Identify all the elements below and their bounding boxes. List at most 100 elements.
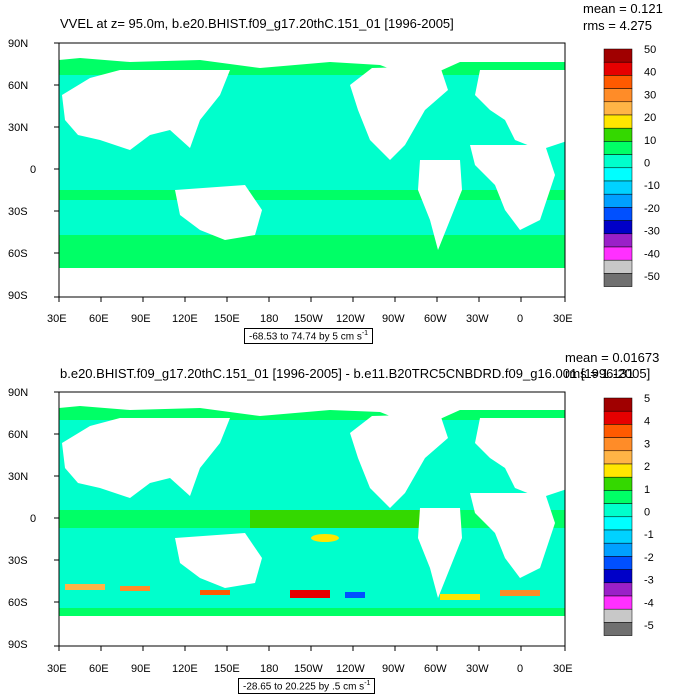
bottom-lat-label: 30S [8,555,28,567]
top-lon-label: 120W [336,313,365,325]
colorbar-label: -5 [644,620,654,632]
colorbar-swatch [603,101,633,116]
bottom-lat-label: 60N [8,429,28,441]
bottom-rms-text: rms = 1.131 [565,366,634,381]
bottom-lat-axis: 90N 60N 30N 0 30S 60S 90S [8,387,36,651]
bottom-lon-label: 150W [294,663,323,675]
colorbar-swatch [603,88,633,103]
bottom-ticks [54,391,566,651]
colorbar-swatch [603,259,633,274]
bottom-lon-label: 90E [131,663,151,675]
top-range-label: -68.53 to 74.74 by 5 cm s-1 [244,328,374,345]
bottom-lon-label: 30E [553,663,573,675]
bottom-range-text: -28.65 to 20.225 by .5 cm s [243,681,365,693]
colorbar-swatch [603,503,633,518]
top-lon-label: 30E [47,313,67,325]
colorbar-swatch [603,273,633,287]
bottom-lat-label: 30N [8,471,28,483]
bottom-lon-label: 120W [336,663,365,675]
colorbar-swatch [603,167,633,182]
colorbar-label: -1 [644,529,654,541]
colorbar-swatch [603,595,633,610]
colorbar-swatch [603,220,633,235]
top-lon-axis: 30E 60E 90E 120E 150E 180 150W 120W 90W … [47,313,573,325]
top-lon-label: 30W [466,313,489,325]
colorbar-swatch [603,582,633,597]
top-lat-label: 90N [8,38,28,50]
bottom-lon-label: 90W [382,663,405,675]
top-lat-label: 30S [8,206,28,218]
bottom-land [59,392,570,646]
top-lon-label: 30E [553,313,573,325]
top-map-area [58,42,570,298]
colorbar-swatch [603,463,633,478]
colorbar-label: 1 [644,484,650,496]
top-lon-label: 60E [89,313,109,325]
colorbar-label: 20 [644,112,656,124]
bottom-lon-label: 120E [172,663,198,675]
bottom-lon-label: 0 [517,663,523,675]
colorbar-swatch [603,556,633,570]
top-lon-label: 90E [131,313,151,325]
colorbar-swatch [603,450,633,465]
top-lon-label: 180 [260,313,278,325]
colorbar-swatch [603,542,633,557]
colorbar-label: -2 [644,552,654,564]
colorbar-swatch [603,141,633,155]
top-lat-label: 60S [8,248,28,260]
bottom-map-title: b.e20.BHIST.f09_g17.20thC.151_01 [1996-2… [60,366,650,381]
bottom-range-exp: -1 [364,680,371,687]
top-mean-text: mean = 0.121 [583,1,663,16]
colorbar-swatch [603,490,633,504]
top-rms-text: rms = 4.275 [583,18,652,33]
top-lon-label: 60W [424,313,447,325]
bottom-range-label: -28.65 to 20.225 by .5 cm s-1 [238,678,376,695]
bottom-lon-label: 30E [47,663,67,675]
top-range-text: -68.53 to 74.74 by 5 cm s [249,331,362,343]
colorbar-swatch [603,569,633,584]
top-map-panel: VVEL at z= 95.0m, b.e20.BHIST.f09_g17.20… [8,1,663,345]
bottom-lon-label: 60W [424,663,447,675]
bottom-map-area [58,391,570,647]
colorbar-label: -10 [644,180,660,192]
bottom-lon-label: 60E [89,663,109,675]
bottom-map-svg: b.e20.BHIST.f09_g17.20thC.151_01 [1996-2… [8,350,659,675]
top-lat-label: 60N [8,80,28,92]
bottom-lon-axis: 30E 60E 90E 120E 150E 180 150W 120W 90W … [47,663,573,675]
bottom-map-frame [58,391,566,647]
colorbar-swatch [603,193,633,208]
colorbar-swatch [603,75,633,89]
top-map-title: VVEL at z= 95.0m, b.e20.BHIST.f09_g17.20… [60,16,454,31]
bottom-mean-text: mean = 0.01673 [565,350,659,365]
bottom-lat-label: 90S [8,639,28,651]
top-lon-label: 150W [294,313,323,325]
top-lat-label: 0 [30,164,36,176]
colorbar-label: -40 [644,248,660,260]
colorbar-label: 2 [644,461,650,473]
bottom-lat-label: 0 [30,513,36,525]
top-lon-label: 0 [517,313,523,325]
colorbar-swatch [603,622,633,636]
colorbar-swatch [603,207,633,221]
colorbar-swatch [603,61,633,76]
bottom-lon-label: 30W [466,663,489,675]
colorbar-swatch [603,114,633,129]
bottom-map-panel: b.e20.BHIST.f09_g17.20thC.151_01 [1996-2… [0,350,700,700]
top-map-svg: VVEL at z= 95.0m, b.e20.BHIST.f09_g17.20… [8,1,663,325]
colorbar-swatch [603,437,633,452]
bottom-lat-label: 90N [8,387,28,399]
colorbar-label: 0 [644,158,650,170]
top-lon-label: 90W [382,313,405,325]
bottom-lon-label: 150E [214,663,240,675]
colorbar-label: 10 [644,135,656,147]
colorbar-label: 5 [644,393,650,405]
colorbar-swatch [603,424,633,438]
colorbar-swatch [603,154,633,169]
colorbar-swatch [603,608,633,623]
top-ticks [54,42,566,302]
colorbar-swatch [603,529,633,544]
top-lat-label: 30N [8,122,28,134]
bottom-anomaly-band [59,580,565,608]
top-range-exp: -1 [361,330,369,337]
colorbar-swatch [603,476,633,491]
